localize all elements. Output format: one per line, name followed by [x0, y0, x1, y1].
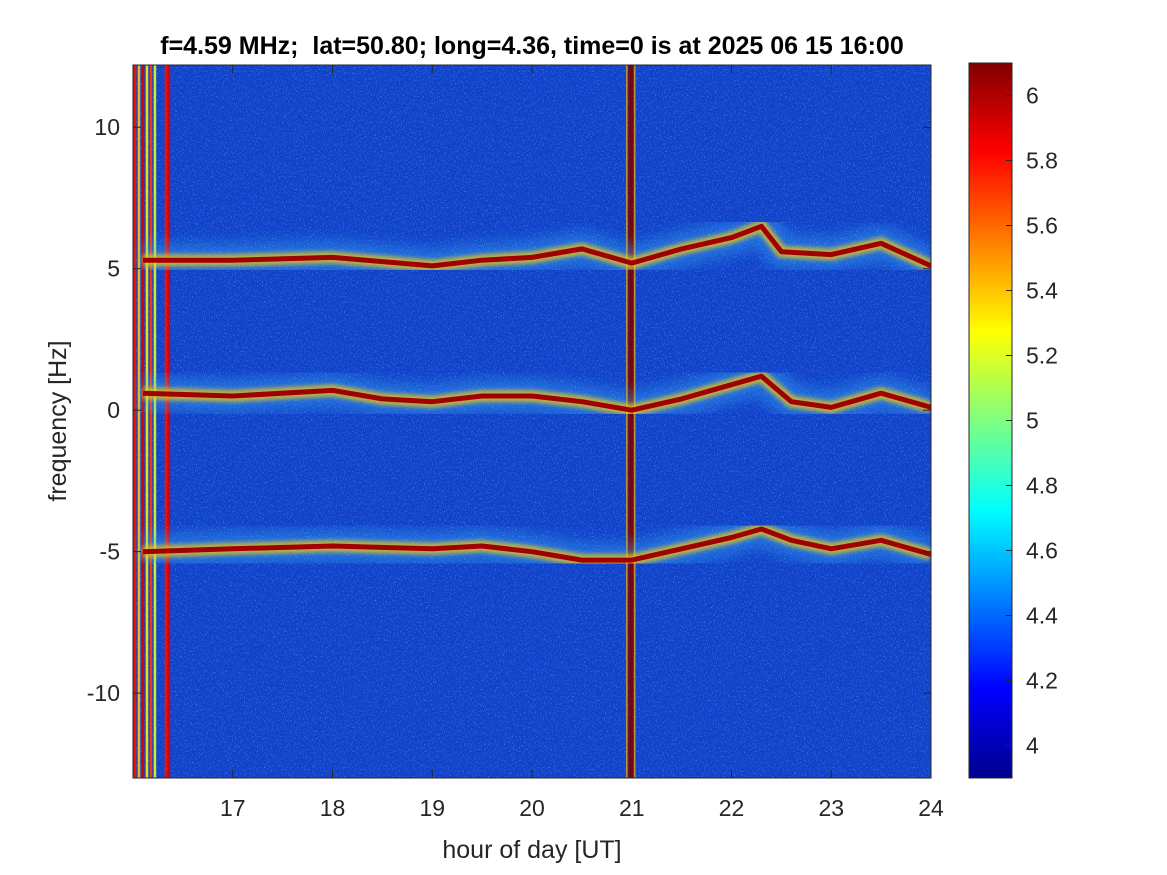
colorbar: 6 5.8 5.6 5.4 5.2 5 4.8 4.6 4.4 4.2 4	[968, 62, 1058, 779]
x-tick-label: 17	[220, 795, 246, 821]
colorbar-tick-label: 4.2	[1026, 668, 1058, 694]
colorbar-tick-label: 4	[1026, 733, 1039, 759]
x-tick-label: 22	[719, 795, 745, 821]
chart-title: f=4.59 MHz; lat=50.80; long=4.36, time=0…	[160, 32, 903, 60]
colorbar-tick-label: 4.4	[1026, 603, 1058, 629]
x-tick-label: 23	[818, 795, 844, 821]
colorbar-tick-label: 4.8	[1026, 473, 1058, 499]
colorbar-tick-label: 5.2	[1026, 343, 1058, 369]
x-tick-label: 19	[419, 795, 445, 821]
x-tick-label: 20	[519, 795, 545, 821]
colorbar-gradient	[968, 62, 1013, 779]
colorbar-tick-label: 5.6	[1026, 213, 1058, 239]
x-axis-label: hour of day [UT]	[442, 836, 621, 864]
colorbar-tick-label: 5.8	[1026, 148, 1058, 174]
y-axis-label: frequency [Hz]	[44, 340, 72, 501]
colorbar-tick-label: 5.4	[1026, 278, 1058, 304]
x-tick-label: 24	[918, 795, 944, 821]
colorbar-tick-label: 4.6	[1026, 538, 1058, 564]
colorbar-tick-label: 6	[1026, 83, 1039, 109]
x-tick-label: 21	[619, 795, 645, 821]
x-axis: 17 18 19 20 21 22 23 24	[220, 65, 944, 821]
trace-center	[142, 373, 931, 413]
trace-upper	[143, 223, 931, 269]
colorbar-tick-label: 5	[1026, 408, 1039, 434]
y-tick-label: 10	[94, 114, 120, 140]
plot-noise-texture	[133, 65, 931, 778]
trace-lower	[142, 526, 931, 563]
y-tick-label: 5	[107, 256, 120, 282]
y-tick-label: -10	[87, 680, 120, 706]
y-axis: 10 5 0 -5 -10	[87, 114, 931, 706]
y-tick-label: -5	[100, 539, 120, 565]
y-tick-label: 0	[107, 397, 120, 423]
trace-lines	[142, 219, 931, 567]
x-tick-label: 18	[320, 795, 346, 821]
plot-area	[133, 65, 931, 778]
